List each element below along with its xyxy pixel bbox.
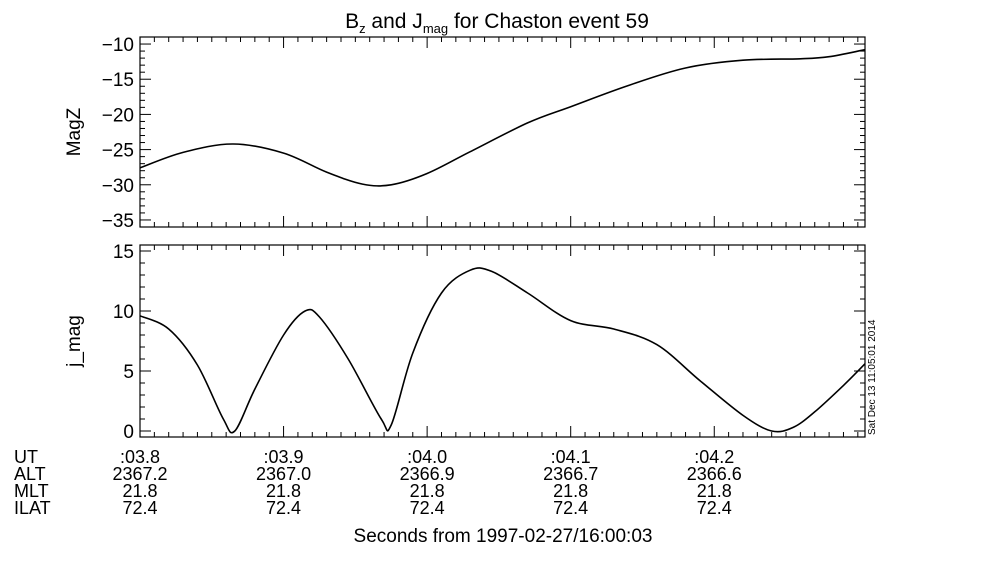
- annotation-value: 2366.6: [687, 464, 742, 484]
- annotation-value: 2366.9: [400, 464, 455, 484]
- magz-y-tick-label: −30: [102, 176, 134, 197]
- magz-y-tick-label: −25: [102, 141, 134, 162]
- jmag-y-tick-label: 15: [113, 242, 134, 263]
- annotation-value: 72.4: [266, 498, 301, 518]
- jmag-y-tick-label: 0: [123, 422, 134, 443]
- chart-title: Bz and Jmag for Chaston event 59: [345, 10, 649, 36]
- annotation-value: 21.8: [553, 481, 588, 501]
- magz-y-tick-labels: −35 −30 −25 −20 −15 −10: [102, 35, 134, 232]
- annotation-value: 2366.7: [543, 464, 598, 484]
- jmag-series-line: [139, 267, 866, 434]
- jmag-panel: 0 5 10 15 j_mag: [64, 242, 866, 443]
- magz-ticks: [139, 36, 865, 228]
- jmag-ticks: [139, 245, 865, 437]
- annotation-value: 2367.0: [256, 464, 311, 484]
- orbit-annotation-table: UT :03.8 :03.9 :04.0 :04.1 :04.2 ALT 2367.2 2367…: [14, 447, 742, 518]
- annotation-row-label: UT: [14, 447, 38, 467]
- magz-y-tick-label: −10: [102, 35, 134, 56]
- jmag-y-tick-labels: 0 5 10 15: [113, 242, 134, 443]
- annotation-row-label: MLT: [14, 481, 49, 501]
- annotation-value: 72.4: [553, 498, 588, 518]
- annotation-value: :03.9: [264, 447, 304, 467]
- annotation-value: 21.8: [697, 481, 732, 501]
- magz-y-tick-label: −35: [102, 211, 134, 232]
- annotation-value: 21.8: [410, 481, 445, 501]
- magz-series-line: [139, 48, 866, 187]
- magz-y-axis-label: MagZ: [64, 107, 85, 156]
- annotation-row-label: ALT: [14, 464, 46, 484]
- annotation-value: 21.8: [266, 481, 301, 501]
- annotation-value: :04.0: [407, 447, 447, 467]
- magz-y-tick-label: −15: [102, 70, 134, 91]
- magz-y-tick-label: −20: [102, 105, 134, 126]
- annotation-value: 21.8: [122, 481, 157, 501]
- plot-timestamp: Sat Dec 13 11:05:01 2014: [867, 319, 878, 435]
- magz-panel: −35 −30 −25 −20 −15 −10 MagZ: [64, 35, 866, 232]
- annotation-row-label: ILAT: [14, 498, 51, 518]
- x-axis-label: Seconds from 1997-02-27/16:00:03: [354, 526, 653, 547]
- jmag-plot-frame: [139, 244, 866, 438]
- annotation-value: 2367.2: [112, 464, 167, 484]
- annotation-value: :03.8: [120, 447, 160, 467]
- jmag-y-tick-label: 10: [113, 302, 134, 323]
- annotation-value: :04.2: [694, 447, 734, 467]
- magz-plot-frame: [139, 36, 866, 228]
- annotation-value: 72.4: [410, 498, 445, 518]
- annotation-value: 72.4: [122, 498, 157, 518]
- annotation-value: :04.1: [551, 447, 591, 467]
- jmag-y-axis-label: j_mag: [64, 315, 85, 368]
- jmag-y-tick-label: 5: [123, 362, 134, 383]
- annotation-value: 72.4: [697, 498, 732, 518]
